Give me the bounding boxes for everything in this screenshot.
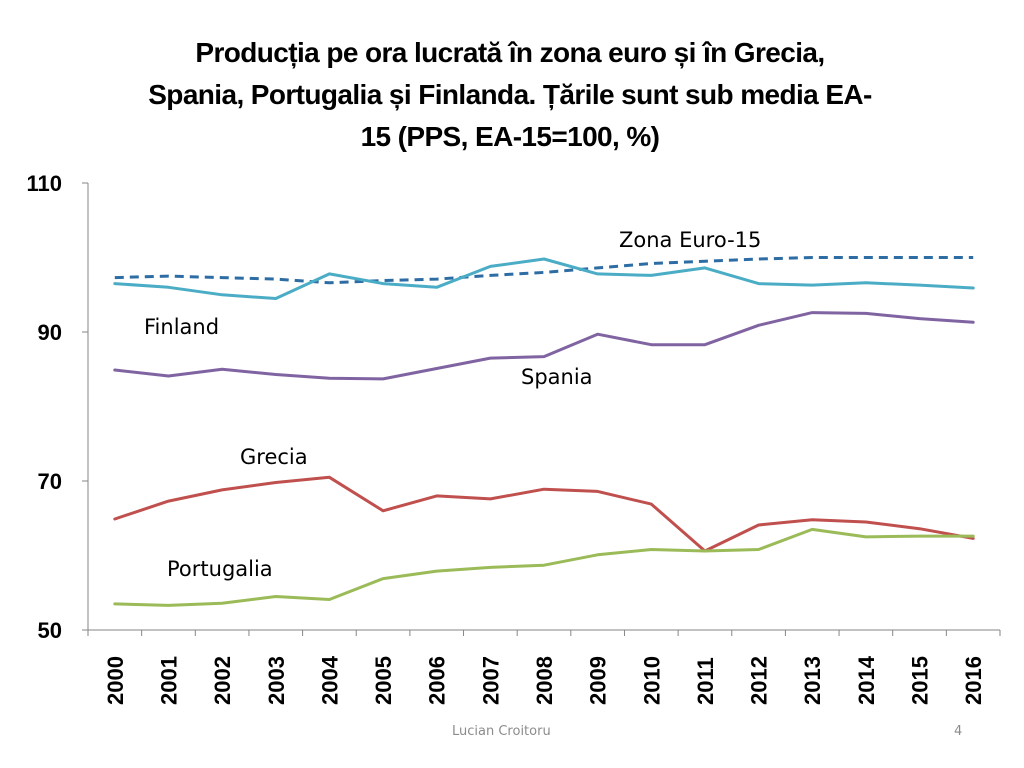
x-tick-label-2010: 2010	[639, 656, 664, 705]
annotation-zona-euro-15: Zona Euro-15	[619, 228, 761, 252]
x-tick-label-2016: 2016	[961, 656, 986, 705]
chart-title: Producția pe ora lucrată în zona euro și…	[90, 32, 930, 158]
x-tick-label-2006: 2006	[425, 656, 450, 705]
y-tick-label-90: 90	[38, 320, 62, 345]
x-tick-label-2012: 2012	[747, 656, 772, 705]
series-line-finland	[113, 257, 975, 300]
x-tick-label-2000: 2000	[103, 656, 128, 705]
x-tick-label-2003: 2003	[264, 656, 289, 705]
page-number: 4	[954, 724, 963, 739]
x-tick-label-2014: 2014	[854, 655, 879, 705]
series-line-portugalia	[113, 527, 975, 607]
x-tick-label-2013: 2013	[800, 656, 825, 705]
series-line-spania	[113, 311, 975, 381]
x-tick-label-2005: 2005	[371, 656, 396, 705]
annotation-grecia: Grecia	[240, 445, 308, 469]
annotation-finland: Finland	[144, 315, 219, 339]
x-tick-label-2015: 2015	[908, 656, 933, 705]
series-line-grecia	[113, 475, 975, 553]
y-tick-label-110: 110	[27, 171, 63, 196]
x-tick-label-2002: 2002	[210, 656, 235, 705]
title-line-3: 15 (PPS, EA-15=100, %)	[360, 121, 660, 152]
x-tick-label-2004: 2004	[317, 655, 342, 705]
x-tick-label-2008: 2008	[532, 656, 557, 705]
x-tick-label-2007: 2007	[478, 656, 503, 705]
annotation-spania: Spania	[521, 365, 593, 389]
annotation-portugalia: Portugalia	[167, 557, 273, 581]
x-tick-label-2001: 2001	[156, 656, 181, 705]
title-line-2: Spania, Portugalia și Finlanda. Țările s…	[148, 79, 872, 110]
y-tick-label-70: 70	[38, 469, 62, 494]
title-line-1: Producția pe ora lucrată în zona euro și…	[195, 37, 825, 68]
x-tick-label-2009: 2009	[586, 656, 611, 705]
x-tick-label-2011: 2011	[693, 657, 718, 705]
y-tick-label-50: 50	[38, 618, 62, 643]
footer-author: Lucian Croitoru	[452, 724, 551, 739]
series-line-zona-euro-15	[114, 256, 974, 285]
